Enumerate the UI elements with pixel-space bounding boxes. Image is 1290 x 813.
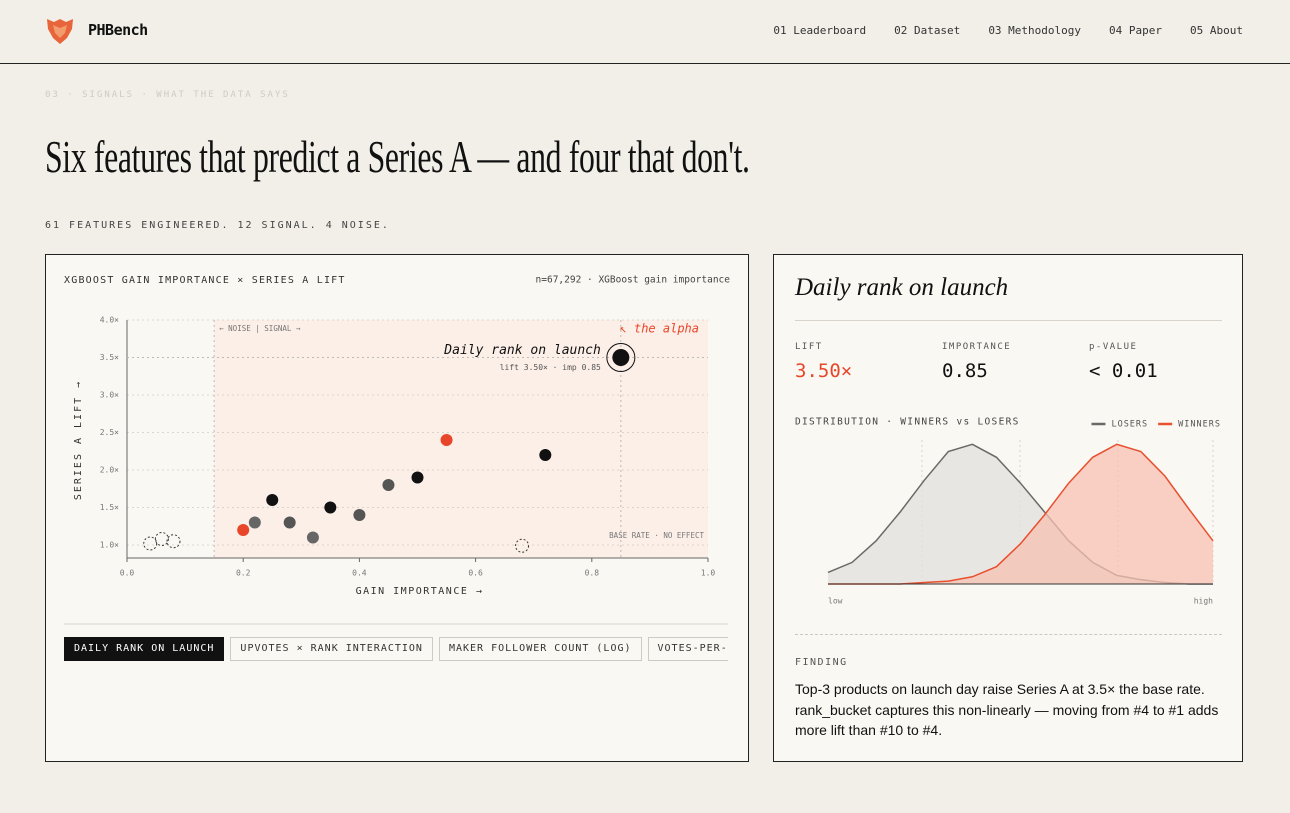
eyebrow: 03 · SIGNALS · WHAT THE DATA SAYS — [45, 90, 290, 100]
annotation: ← NOISE | SIGNAL → — [219, 324, 301, 333]
signal-point — [248, 516, 261, 529]
brand[interactable]: PHBench — [88, 21, 148, 39]
signal-point — [539, 449, 552, 461]
y-tick-label: 1.5× — [100, 503, 119, 512]
x-tick-label: low — [828, 597, 843, 606]
signal-point — [440, 434, 453, 446]
y-tick-label: 2.0× — [100, 466, 119, 475]
x-tick-label: high — [1194, 597, 1213, 606]
annotation: ↖ the alpha — [620, 322, 699, 336]
divider — [795, 320, 1222, 321]
signal-point — [324, 501, 337, 514]
x-tick-label: 1.0 — [701, 569, 716, 578]
stat-value: 0.85 — [942, 360, 988, 382]
nav: 01 Leaderboard 02 Dataset 03 Methodology… — [773, 24, 1243, 37]
stat: p-VALUE < 0.01 — [1089, 342, 1158, 382]
x-tick-label: 0.2 — [236, 569, 251, 578]
stat-label: p-VALUE — [1089, 342, 1138, 352]
y-tick-label: 2.5× — [100, 428, 119, 437]
chart-title: DISTRIBUTION · WINNERS vs LOSERS — [795, 417, 1020, 428]
y-tick-label: 4.0× — [100, 316, 119, 325]
nav-link[interactable]: 01 Leaderboard — [773, 24, 867, 37]
noise-point — [166, 534, 181, 549]
annotation: lift 3.50× · imp 0.85 — [500, 363, 601, 372]
chart-title: XGBOOST GAIN IMPORTANCE × SERIES A LIFT — [64, 275, 346, 286]
tab[interactable]: MAKER FOLLOWER COUNT (LOG) — [438, 637, 642, 661]
annotation: BASE RATE · NO EFFECT — [609, 531, 704, 540]
noise-point — [143, 536, 158, 551]
x-tick-label: 0.0 — [120, 569, 135, 578]
y-axis-label: SERIES A LIFT → — [73, 380, 84, 500]
nav-link[interactable]: 03 Methodology — [988, 24, 1082, 37]
x-tick-label: 0.4 — [352, 569, 367, 578]
tab[interactable]: UPVOTES × RANK INTERACTION — [230, 637, 433, 661]
stat: LIFT 3.50× — [795, 342, 852, 382]
signal-point — [283, 516, 296, 529]
area-fill — [828, 444, 1213, 584]
detail-title: Daily rank on launch — [795, 274, 1009, 301]
signal-point — [411, 471, 424, 484]
stat-value: < 0.01 — [1089, 360, 1158, 382]
signal-point — [237, 524, 250, 536]
x-tick-label: 0.6 — [468, 569, 483, 578]
x-axis-label: GAIN IMPORTANCE → — [356, 586, 484, 597]
legend-label: WINNERS — [1178, 420, 1221, 430]
stat-value: 3.50× — [795, 360, 853, 382]
area-fill — [828, 444, 1213, 584]
noise-point — [515, 538, 530, 553]
legend-label: LOSERS — [1111, 420, 1148, 430]
top-bar — [0, 0, 1290, 64]
noise-point — [154, 532, 169, 546]
nav-link[interactable]: 04 Paper — [1109, 24, 1163, 37]
feature-tabs: DAILY RANK ON LAUNCH UPVOTES × RANK INTE… — [64, 637, 728, 661]
signal-point — [306, 531, 319, 544]
signal-point — [382, 479, 395, 491]
nav-link[interactable]: 05 About — [1190, 24, 1243, 37]
nav-link[interactable]: 02 Dataset — [894, 24, 961, 37]
stat: IMPORTANCE 0.85 — [942, 342, 1011, 382]
section-title: Six features that predict a Series A — a… — [45, 131, 750, 182]
y-tick-label: 3.5× — [100, 353, 119, 362]
stat-label: IMPORTANCE — [942, 342, 1012, 352]
tab[interactable]: DAILY RANK ON LAUNCH — [64, 637, 225, 661]
x-tick-label: 0.8 — [585, 569, 600, 578]
divider — [795, 634, 1222, 635]
stat-label: LIFT — [795, 342, 823, 352]
chart-subtitle: n=67,292 · XGBoost gain importance — [536, 275, 731, 286]
highlight-point — [612, 349, 630, 366]
y-tick-label: 1.0× — [100, 541, 119, 550]
section-subtitle: 61 FEATURES ENGINEERED. 12 SIGNAL. 4 NOI… — [45, 220, 390, 231]
finding-text: Top-3 products on launch day raise Serie… — [795, 681, 1219, 738]
finding-label: FINDING — [795, 657, 848, 668]
highlight-ring — [606, 343, 636, 372]
signal-point — [266, 494, 279, 506]
signal-point — [353, 509, 366, 521]
annotation: Daily rank on launch — [443, 343, 601, 358]
tab[interactable]: VOTES-PER-COMMENT RATIO — [647, 637, 728, 661]
y-tick-label: 3.0× — [100, 391, 119, 400]
logo[interactable] — [45, 16, 75, 46]
